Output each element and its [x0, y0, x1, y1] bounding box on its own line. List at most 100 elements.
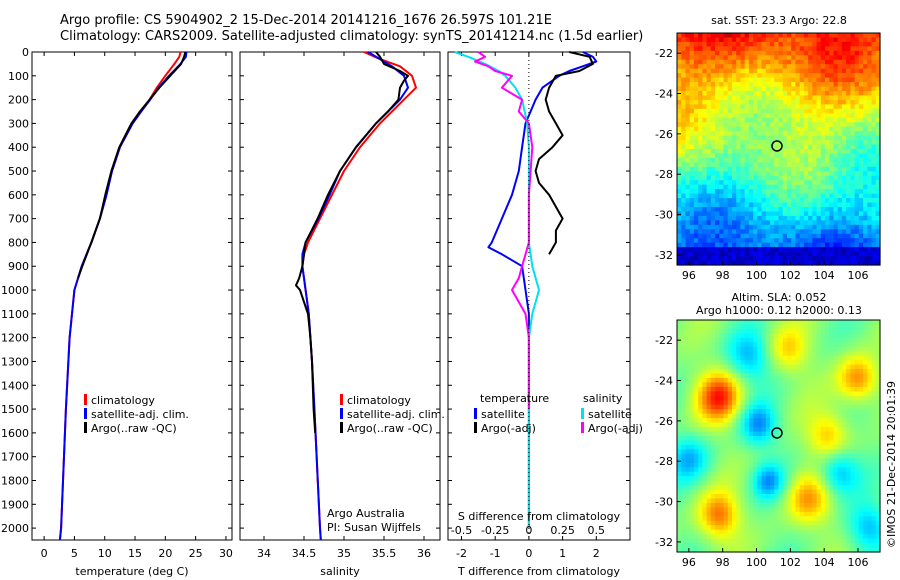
heatmap-cell: [820, 193, 826, 199]
heatmap-cell: [786, 180, 792, 186]
heatmap-cell: [770, 175, 775, 181]
heatmap-cell: [808, 82, 813, 88]
heatmap-cell: [875, 395, 881, 401]
heatmap-cell: [829, 104, 835, 110]
heatmap-cell: [677, 108, 682, 114]
heatmap-cell: [740, 547, 746, 553]
heatmap-cell: [693, 247, 699, 253]
heatmap-cell: [833, 82, 839, 88]
heatmap-cell: [753, 480, 758, 486]
heatmap-cell: [677, 351, 682, 357]
heatmap-cell: [753, 193, 758, 199]
heatmap-cell: [820, 480, 826, 486]
heatmap-cell: [875, 184, 881, 190]
heatmap-cell: [689, 386, 695, 392]
heatmap-cell: [702, 351, 708, 357]
heatmap-cell: [731, 122, 737, 128]
heatmap-cell: [808, 543, 813, 549]
heatmap-cell: [803, 498, 809, 504]
heatmap-cell: [698, 229, 703, 235]
heatmap-cell: [867, 91, 873, 97]
heatmap-cell: [757, 113, 763, 119]
heatmap-cell: [677, 360, 682, 366]
heatmap-cell: [791, 431, 797, 437]
heatmap-cell: [833, 77, 839, 83]
heatmap-cell: [808, 373, 813, 379]
heatmap-cell: [871, 404, 877, 410]
heatmap-cell: [863, 171, 868, 177]
heatmap-cell: [854, 543, 860, 549]
heatmap-cell: [846, 166, 851, 172]
heatmap-cell: [871, 153, 877, 159]
heatmap-cell: [736, 502, 742, 508]
heatmap-cell: [693, 378, 699, 384]
heatmap-cell: [782, 215, 788, 221]
heatmap-cell: [757, 198, 763, 204]
heatmap-cell: [719, 337, 725, 343]
heatmap-cell: [820, 207, 826, 213]
heatmap-cell: [837, 215, 843, 221]
heatmap-cell: [723, 215, 729, 221]
heatmap-cell: [719, 328, 725, 334]
heatmap-cell: [740, 440, 746, 446]
heatmap-cell: [765, 233, 771, 239]
heatmap-cell: [689, 436, 695, 442]
heatmap-cell: [740, 320, 746, 326]
heatmap-cell: [715, 220, 720, 226]
heatmap-cell: [715, 333, 720, 339]
heatmap-cell: [731, 91, 737, 97]
heatmap-cell: [833, 198, 839, 204]
heatmap-cell: [791, 68, 797, 74]
heatmap-cell: [825, 238, 830, 244]
heatmap-cell: [808, 171, 813, 177]
heatmap-cell: [698, 547, 703, 553]
heatmap-cell: [825, 453, 830, 459]
heatmap-cell: [812, 198, 818, 204]
heatmap-cell: [786, 117, 792, 123]
heatmap-cell: [693, 328, 699, 334]
heatmap-cell: [808, 436, 813, 442]
heatmap-cell: [706, 86, 712, 92]
heatmap-cell: [854, 337, 860, 343]
heatmap-cell: [774, 391, 780, 397]
heatmap-cell: [693, 46, 699, 52]
heatmap-cell: [731, 476, 737, 482]
heatmap-cell: [706, 149, 712, 155]
heatmap-cell: [778, 135, 784, 141]
heatmap-cell: [706, 427, 712, 433]
heatmap-cell: [863, 180, 868, 186]
heatmap-cell: [791, 229, 797, 235]
heatmap-cell: [799, 538, 805, 544]
heatmap-cell: [829, 480, 835, 486]
heatmap-cell: [753, 413, 758, 419]
heatmap-cell: [753, 86, 758, 92]
heatmap-cell: [748, 351, 754, 357]
heatmap-cell: [858, 431, 864, 437]
heatmap-cell: [791, 480, 797, 486]
heatmap-cell: [689, 59, 695, 65]
heatmap-cell: [689, 538, 695, 544]
heatmap-cell: [875, 364, 881, 370]
heatmap-cell: [765, 193, 771, 199]
heatmap-cell: [719, 256, 725, 262]
heatmap-cell: [770, 444, 775, 450]
heatmap-cell: [723, 395, 729, 401]
heatmap-cell: [681, 202, 687, 208]
heatmap-cell: [795, 73, 801, 79]
heatmap-cell: [786, 395, 792, 401]
heatmap-cell: [829, 422, 835, 428]
heatmap-cell: [803, 122, 809, 128]
heatmap-cell: [854, 82, 860, 88]
heatmap-cell: [710, 391, 716, 397]
heatmap-cell: [829, 41, 835, 47]
heatmap-cell: [757, 238, 763, 244]
heatmap-cell: [867, 342, 873, 348]
heatmap-cell: [740, 157, 746, 163]
heatmap-cell: [748, 229, 754, 235]
heatmap-cell: [820, 55, 826, 61]
heatmap-cell: [833, 189, 839, 195]
heatmap-cell: [863, 184, 868, 190]
heatmap-cell: [812, 382, 818, 388]
heatmap-cell: [774, 337, 780, 343]
heatmap-cell: [825, 391, 830, 397]
